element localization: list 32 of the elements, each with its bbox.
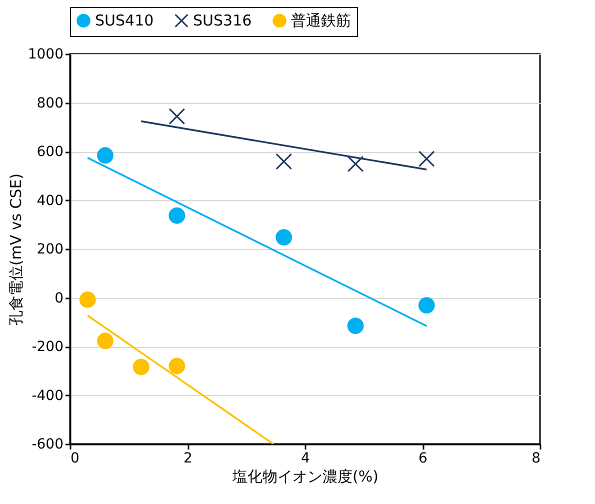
y-tick-label: 600 xyxy=(36,144,64,160)
x-tick-label: 2 xyxy=(184,450,192,466)
y-tick-label: 0 xyxy=(54,290,64,306)
point xyxy=(168,207,186,224)
point xyxy=(97,332,114,350)
point xyxy=(347,156,364,172)
legend-label: SUS316 xyxy=(193,12,252,30)
point xyxy=(97,147,114,164)
x-axis-title: 塩化物イオン濃度(%) xyxy=(232,468,378,486)
x-tick-label: 6 xyxy=(418,450,428,466)
point xyxy=(418,297,435,314)
point xyxy=(276,229,292,246)
y-tick-label: 1000 xyxy=(28,46,64,62)
y-tick-label: 200 xyxy=(36,242,64,258)
point xyxy=(132,358,150,376)
y-tick-label: -600 xyxy=(32,436,64,452)
y-tick-label: -200 xyxy=(32,339,64,355)
point xyxy=(168,358,186,374)
point xyxy=(418,150,435,168)
y-tick-label: -400 xyxy=(32,388,64,404)
point xyxy=(168,108,186,125)
x-tick-label: 4 xyxy=(301,450,310,466)
point xyxy=(79,292,96,308)
y-axis-title: 孔食電位(mV vs CSE) xyxy=(6,173,25,326)
y-tick-label: 800 xyxy=(36,95,64,112)
point xyxy=(276,153,292,170)
legend-label: 普通鉄筋 xyxy=(291,12,351,30)
legend-label: SUS410 xyxy=(95,12,154,30)
x-tick-label: 8 xyxy=(532,450,540,466)
y-tick-label: 400 xyxy=(36,192,64,209)
point xyxy=(347,318,364,334)
x-tick-label: 0 xyxy=(70,450,80,466)
